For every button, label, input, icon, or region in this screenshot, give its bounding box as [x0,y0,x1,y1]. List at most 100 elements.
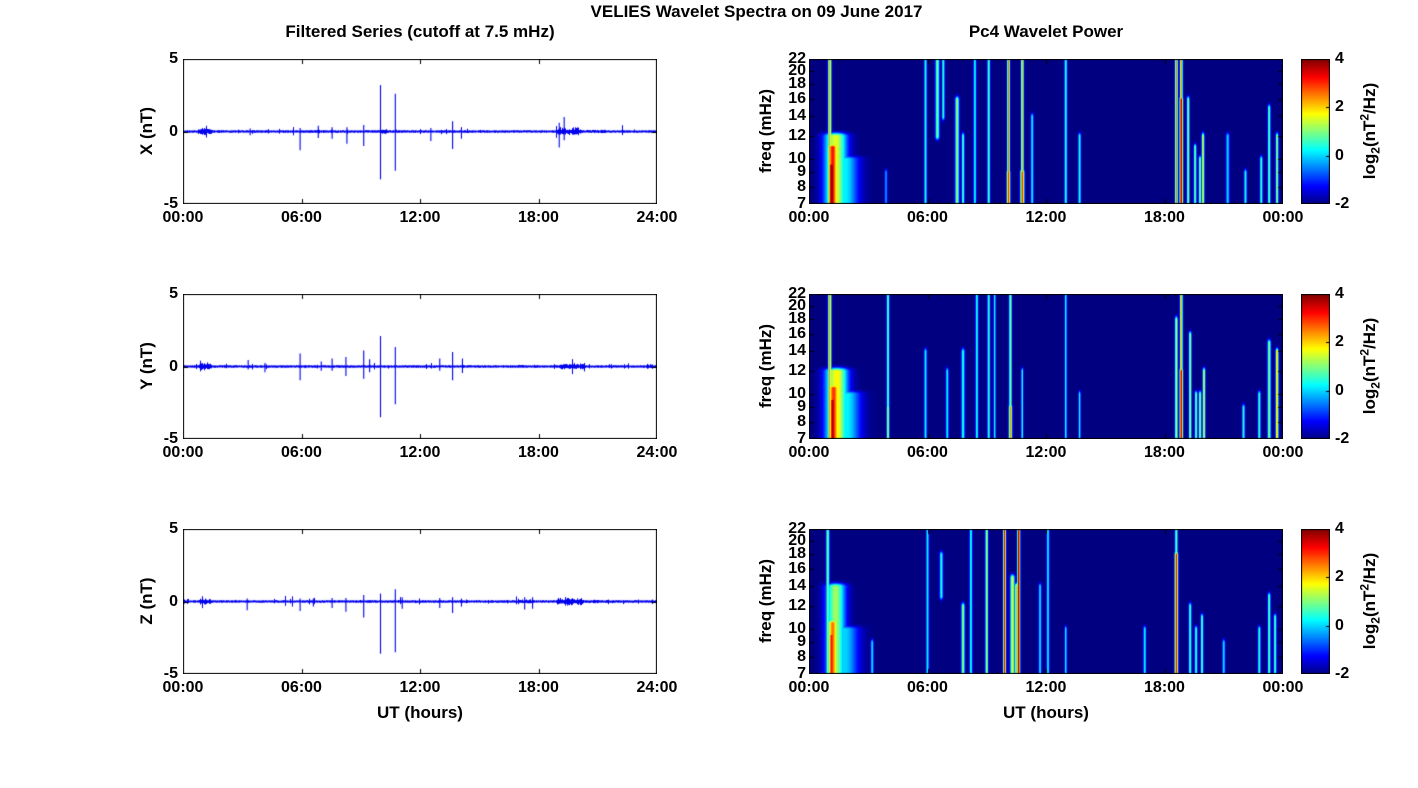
z-axis-unit-label: Z (nT) [137,577,156,625]
freq-axis-label-row3: freq (mHz) [756,558,775,644]
x-series-plot [183,59,657,204]
freq-tick-label: 12 [788,596,806,614]
freq-tick-label: 14 [788,342,806,360]
colorbar-x-gradient [1301,59,1330,204]
freq-tick-label: 10 [788,619,806,637]
freq-tick-label: 22 [788,520,806,537]
colorbar-z-gradient [1301,529,1330,674]
x-series-panel: 00:00 06:00 12:00 18:00 24:00 5 0 -5 [163,50,678,226]
time-tick-label: 18:00 [1144,209,1185,226]
freq-tick-label: 18 [788,310,806,328]
y-wavelet-spectrogram [809,294,1283,439]
colorbar-tick-label: 2 [1335,568,1344,586]
nt-tick-label: 0 [169,122,178,140]
colorbar-label-row2: log2(nT2/Hz) [1357,317,1383,415]
time-tick-label: 18:00 [1144,679,1185,696]
z-wavelet-spectrogram [809,529,1283,674]
figure-title: VELIES Wavelet Spectra on 09 June 2017 [590,2,923,21]
colorbar-tick-label: 0 [1335,146,1344,164]
freq-tick-label: 16 [788,325,806,343]
time-tick-label: 18:00 [518,209,559,226]
colorbar-tick-label: -2 [1335,430,1350,447]
freq-tick-label: 16 [788,90,806,108]
wavelet-power-title: Pc4 Wavelet Power [968,22,1124,41]
time-tick-label: 06:00 [281,679,322,696]
time-tick-label: 00:00 [162,444,204,461]
freq-axis-label-row1: freq (mHz) [756,88,775,174]
ut-hours-label-right: UT (hours) [1003,703,1089,722]
freq-tick-label: 12 [788,126,806,144]
x-axis-unit-label: X (nT) [137,106,156,156]
freq-tick-label: 22 [788,285,806,302]
colorbar-tick-label: 2 [1335,98,1344,116]
freq-axis-label-row2: freq (mHz) [756,323,775,409]
freq-tick-label: 20 [788,62,806,80]
time-tick-label: 00:00 [788,679,830,696]
colorbar-y-gradient [1301,294,1330,439]
time-tick-label: 24:00 [636,444,678,461]
time-tick-label: 00:00 [1262,679,1304,696]
time-tick-label: 06:00 [281,209,322,226]
colorbar-label-row3: log2(nT2/Hz) [1357,552,1383,650]
freq-tick-label: 14 [788,577,806,595]
time-tick-label: 12:00 [1025,444,1067,461]
colorbar-tick-label: 2 [1335,333,1344,351]
colorbar-tick-label: -2 [1335,665,1350,682]
time-tick-label: 24:00 [636,209,678,226]
freq-tick-label: 8 [797,648,806,666]
ut-hours-label-left: UT (hours) [377,703,463,722]
colorbar-tick-label: 0 [1335,616,1344,634]
nt-tick-label: -5 [163,665,178,682]
colorbar-tick-label: 4 [1335,285,1344,302]
freq-tick-label: 9 [797,633,806,651]
colorbar-tick-label: 4 [1335,50,1344,67]
freq-tick-label: 10 [788,149,806,167]
freq-tick-label: 10 [788,384,806,402]
nt-tick-label: 5 [169,520,178,537]
time-tick-label: 00:00 [162,209,204,226]
y-series-panel: 00:00 06:00 12:00 18:00 24:00 5 0 -5 [163,285,678,461]
freq-tick-label: 20 [788,297,806,315]
freq-tick-label: 20 [788,532,806,550]
nt-tick-label: 0 [169,357,178,375]
time-tick-label: 12:00 [399,444,441,461]
filtered-series-title: Filtered Series (cutoff at 7.5 mHz) [285,22,555,41]
time-tick-label: 18:00 [518,679,559,696]
freq-tick-label: 14 [788,107,806,125]
time-tick-label: 06:00 [907,209,948,226]
colorbar-x: 4 2 0 -2 [1301,50,1349,212]
time-tick-label: 00:00 [1262,444,1304,461]
nt-tick-label: 5 [169,50,178,67]
time-tick-label: 18:00 [1144,444,1185,461]
x-spectrogram-panel: 00:00 06:00 12:00 18:00 00:00 22 20 18 16 14 12 10 9… [788,50,1303,226]
time-tick-label: 24:00 [636,679,678,696]
freq-tick-label: 8 [797,413,806,431]
nt-tick-label: -5 [163,195,178,212]
nt-tick-label: 0 [169,592,178,610]
y-series-plot [183,294,657,439]
time-tick-label: 00:00 [788,444,830,461]
time-tick-label: 12:00 [1025,209,1067,226]
y-spectrogram-panel: 00:00 06:00 12:00 18:00 00:00 22 20 18 16 14 12 10 9… [788,285,1303,461]
colorbar-label-row1: log2(nT2/Hz) [1357,82,1383,180]
nt-tick-label: 5 [169,285,178,302]
colorbar-tick-label: -2 [1335,195,1350,212]
time-tick-label: 18:00 [518,444,559,461]
freq-tick-label: 7 [797,430,806,447]
freq-tick-label: 9 [797,398,806,416]
freq-tick-label: 7 [797,195,806,212]
time-tick-label: 00:00 [1262,209,1304,226]
colorbar-tick-label: 0 [1335,381,1344,399]
freq-tick-label: 18 [788,545,806,563]
freq-tick-label: 8 [797,178,806,196]
z-series-plot [183,529,657,674]
z-series-panel: 00:00 06:00 12:00 18:00 24:00 5 0 -5 [163,520,678,696]
time-tick-label: 12:00 [399,209,441,226]
time-tick-label: 06:00 [281,444,322,461]
time-tick-label: 12:00 [399,679,441,696]
freq-tick-label: 16 [788,560,806,578]
freq-tick-label: 18 [788,75,806,93]
freq-tick-label: 7 [797,665,806,682]
freq-tick-label: 22 [788,50,806,67]
